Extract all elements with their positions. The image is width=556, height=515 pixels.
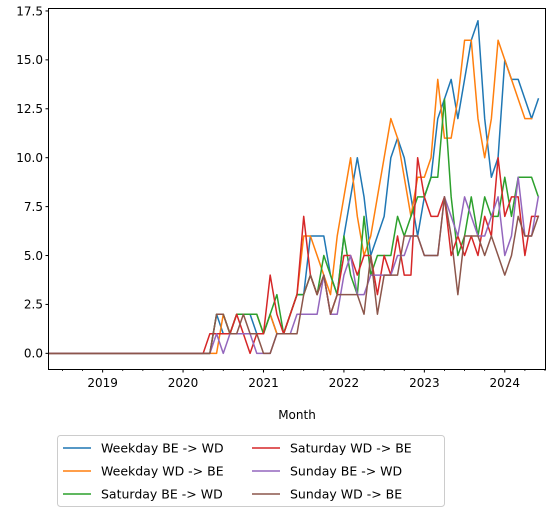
legend-frame [57,435,445,507]
legend: Weekday BE -> WD Weekday WD -> BE Saturday… [57,435,445,507]
legend-label-5: Sunday WD -> BE [290,487,402,502]
legend-label-0: Weekday BE -> WD [101,441,224,456]
series-layer [48,19,540,355]
legend-label-2: Saturday BE -> WD [101,487,223,502]
x-tick-label-4: 2023 [409,376,440,390]
y-tick-label-7: 17.5 [16,4,43,18]
y-tick-label-5: 12.5 [16,102,43,116]
plot-frame [48,8,546,370]
y-tick-label-0: 0.0 [24,347,43,361]
x-tick-label-0: 2019 [87,376,118,390]
x-tick-label-1: 2020 [168,376,199,390]
series-line-1 [48,39,533,355]
x-axis-label: Month [278,408,316,422]
x-tick-label-5: 2024 [490,376,521,390]
y-axis: 0.0 2.5 5.0 7.5 10.0 12.5 15.0 17.5 [16,4,49,361]
legend-label-1: Weekday WD -> BE [101,464,224,479]
y-tick-label-6: 15.0 [16,53,43,67]
y-tick-label-2: 5.0 [24,249,43,263]
y-tick-label-4: 10.0 [16,151,43,165]
legend-label-3: Saturday WD -> BE [290,441,412,456]
y-tick-label-1: 2.5 [24,298,43,312]
x-tick-label-3: 2022 [329,376,360,390]
x-axis: 2019 2020 2021 2022 2023 2024 [62,369,546,390]
y-tick-label-3: 7.5 [24,200,43,214]
legend-label-4: Sunday BE -> WD [290,464,402,479]
series-line-5 [48,196,540,355]
series-line-4 [48,176,540,355]
x-tick-label-2: 2021 [248,376,279,390]
series-line-2 [48,98,540,355]
